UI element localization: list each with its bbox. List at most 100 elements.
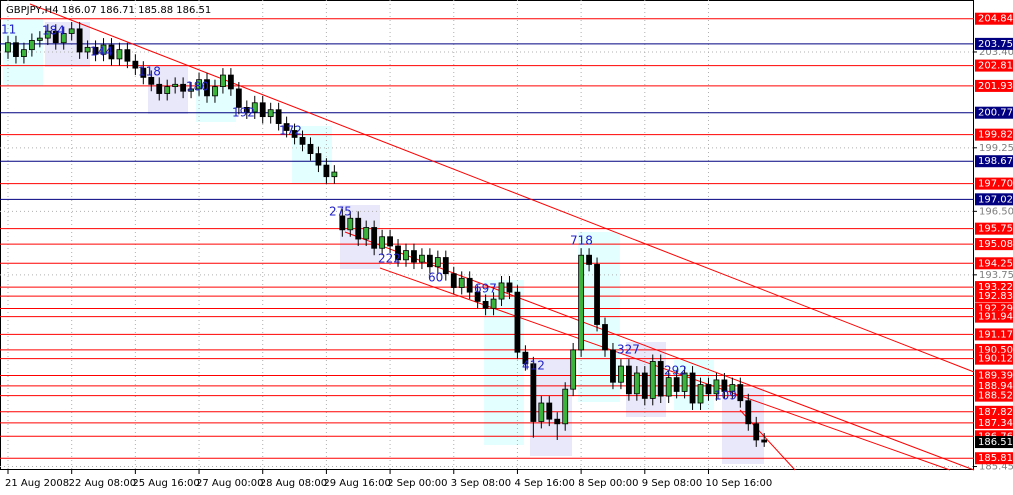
candle-body [283, 123, 290, 131]
annotation: 718 [570, 234, 593, 248]
candle-body [227, 74, 234, 90]
candle-body [498, 282, 505, 300]
candle-body [641, 372, 648, 399]
candle-body [403, 250, 409, 261]
candle-body [156, 83, 163, 94]
level-tag [975, 177, 1013, 190]
candle-body [721, 379, 728, 392]
x-tick-label: 4 Sep 16:00 [514, 478, 574, 489]
annotation: 275 [329, 205, 352, 219]
levels [0, 18, 974, 459]
annotation: 109 [714, 389, 737, 403]
candle-body [220, 74, 226, 88]
trend-line [29, 3, 975, 373]
level-label: 201.93 [978, 81, 1013, 92]
x-tick-label: 10 Sep 16:00 [705, 478, 772, 489]
annotation: 222 [378, 252, 401, 266]
level-tag [975, 59, 1013, 72]
candle-body [681, 372, 688, 392]
level-label: 185.81 [978, 453, 1013, 464]
x-tick-label: 2 Sep 00:00 [387, 478, 447, 489]
candle-body [522, 351, 529, 365]
candle-body [673, 377, 680, 392]
candle-body [689, 372, 696, 404]
level-label: 195.75 [978, 224, 1013, 235]
candle-body [618, 365, 624, 383]
y-tick-label: 199.25 [979, 143, 1013, 154]
current-price-label: 186.51 [978, 437, 1013, 448]
candle-body [395, 245, 401, 261]
candle-body [124, 49, 131, 62]
level-label: 191.94 [978, 312, 1013, 323]
candle-body [331, 171, 338, 178]
candle-body [212, 86, 218, 97]
candle-body [315, 153, 322, 166]
trend-line [344, 231, 975, 471]
candle-body [371, 227, 378, 249]
candle-body [419, 254, 425, 263]
level-tag [975, 238, 1013, 251]
x-tick-label: 25 Aug 16:00 [132, 478, 199, 489]
candle-body [665, 377, 672, 397]
candle-body [594, 264, 600, 325]
candle-body [180, 83, 187, 92]
level-label: 198.67 [978, 156, 1013, 167]
level-tag [975, 193, 1013, 206]
candle-body [633, 372, 640, 395]
candle-body [68, 28, 75, 34]
candle-body [466, 277, 473, 293]
candle-body [490, 298, 497, 309]
level-label: 192.29 [978, 304, 1013, 315]
level-label: 193.22 [978, 282, 1013, 293]
candle-body [243, 106, 250, 113]
annotation: 327 [617, 343, 640, 357]
candle-body [172, 83, 179, 88]
candle-body [562, 388, 569, 425]
candle-body [204, 79, 210, 97]
candle-body [132, 60, 139, 69]
level-tag [975, 37, 1013, 50]
candle-body [729, 384, 736, 392]
level-tag [975, 405, 1013, 418]
x-tick-label: 3 Sep 08:00 [451, 478, 511, 489]
y-tick-label: 203.40 [979, 47, 1013, 58]
candle-body [355, 217, 362, 240]
candle-body [570, 349, 577, 390]
level-tag [975, 310, 1013, 323]
candle-body [450, 273, 457, 288]
level-label: 188.94 [978, 381, 1013, 392]
level-tag [975, 222, 1013, 235]
level-label: 187.34 [978, 418, 1013, 429]
candle-body [434, 257, 441, 268]
level-label: 202.81 [978, 61, 1013, 72]
annotation: 172 [279, 124, 302, 138]
level-label: 194.25 [978, 258, 1013, 269]
annotation: 192 [232, 106, 255, 120]
level-tag [975, 12, 1013, 25]
candle-body [13, 42, 19, 57]
candle-body [36, 37, 43, 41]
annotation: 60 [428, 271, 443, 285]
level-tag [975, 281, 1013, 294]
y-tick-label: 185.45 [979, 462, 1013, 473]
candle-body [625, 365, 632, 395]
candle-body [259, 102, 266, 118]
candle-body [60, 33, 67, 44]
candle-body [753, 423, 760, 441]
candle-body [602, 324, 608, 351]
candle-body [52, 30, 59, 44]
annotation: 180 [186, 80, 209, 94]
level-label: 188.52 [978, 391, 1013, 402]
candle-body [307, 143, 314, 154]
candle-body [649, 361, 656, 399]
level-tag [975, 389, 1013, 402]
annotation: 184 [42, 24, 65, 38]
x-tick-label: 22 Aug 08:00 [69, 478, 136, 489]
candle-body [610, 349, 616, 383]
candle-body [100, 44, 107, 55]
level-tag [975, 352, 1013, 365]
candle-body [291, 130, 298, 138]
candle-body [442, 257, 449, 275]
candle-body [76, 28, 83, 53]
